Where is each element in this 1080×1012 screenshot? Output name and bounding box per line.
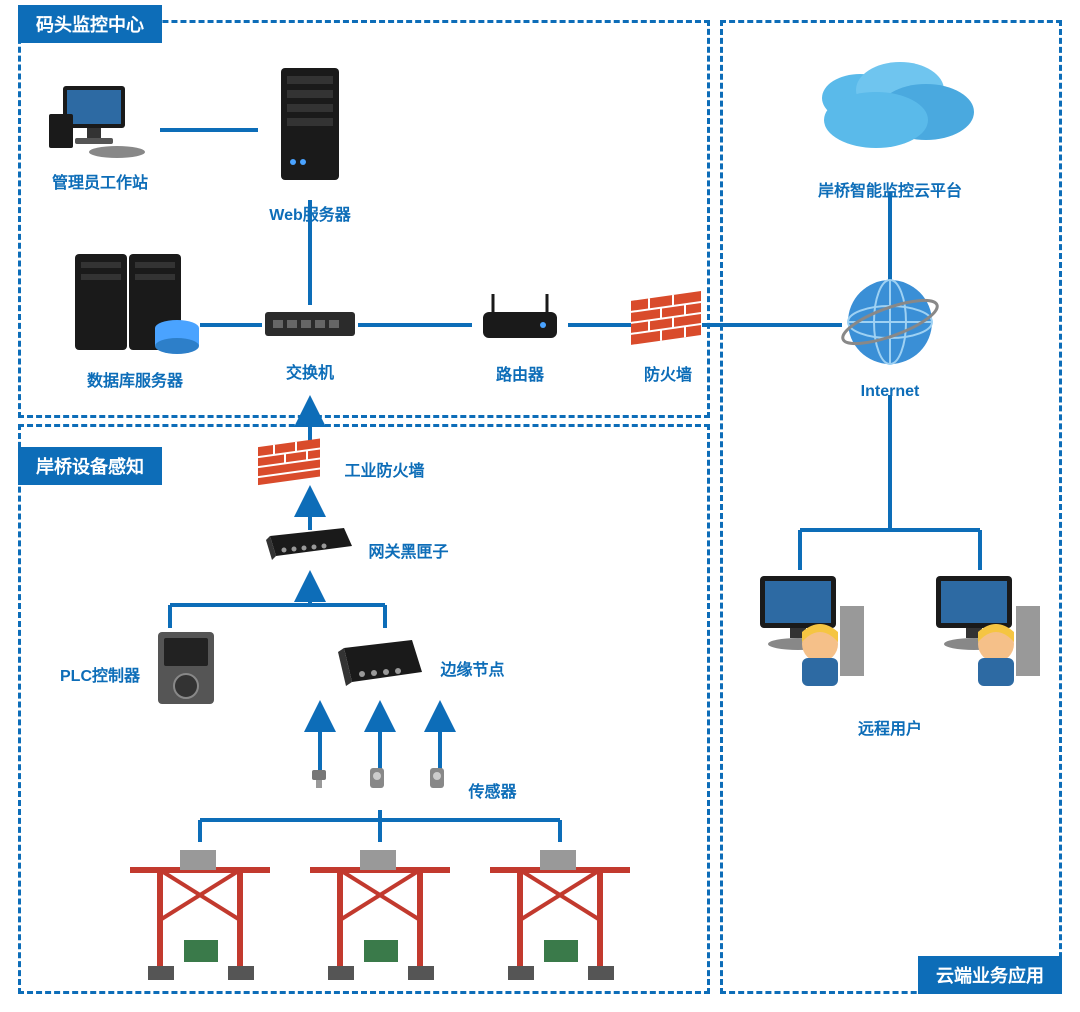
node-firewall: 防火墙 [608, 290, 728, 385]
label-firewall: 防火墙 [608, 361, 728, 385]
node-router: 路由器 [460, 288, 580, 385]
gateway-icon [258, 522, 358, 573]
label-switch: 交换机 [250, 359, 370, 383]
label-router: 路由器 [460, 361, 580, 385]
switch-icon [255, 300, 365, 355]
node-db-server: 数据库服务器 [60, 248, 210, 391]
node-internet: Internet [830, 274, 950, 401]
cranes-row [110, 840, 670, 995]
crane-icon [310, 850, 450, 980]
node-cloud: 岸桥智能监控云平台 [780, 48, 1000, 201]
node-remote-users: 远程用户 [740, 566, 1040, 739]
sensor-icon [298, 766, 458, 809]
node-switch: 交换机 [250, 300, 370, 383]
server-icon [255, 62, 365, 197]
panel-title-monitor: 码头监控中心 [18, 5, 162, 43]
node-sensors: 传感器 [298, 766, 558, 809]
globe-icon [830, 274, 950, 379]
node-gateway: 网关黑匣子 [258, 522, 498, 573]
crane-icon [490, 850, 630, 980]
panel-title-sense: 岸桥设备感知 [18, 447, 162, 485]
label-plc: PLC控制器 [60, 662, 140, 686]
label-admin: 管理员工作站 [40, 169, 160, 193]
users-icon [740, 566, 1040, 711]
label-gateway: 网关黑匣子 [368, 538, 448, 562]
firewall-icon [623, 290, 713, 357]
label-remote: 远程用户 [740, 715, 1040, 739]
crane-icon [130, 850, 270, 980]
router-icon [465, 288, 575, 357]
node-plc: PLC控制器 [60, 626, 260, 717]
label-ind-fw: 工业防火墙 [344, 457, 424, 481]
label-cloud: 岸桥智能监控云平台 [780, 177, 1000, 201]
node-edge: 边缘节点 [330, 630, 550, 701]
workstation-icon [45, 80, 155, 165]
node-web-server: Web服务器 [250, 62, 370, 225]
db-server-icon [65, 248, 205, 363]
node-admin-workstation: 管理员工作站 [40, 80, 160, 193]
label-sensors: 传感器 [468, 778, 516, 802]
node-ind-firewall: 工业防火墙 [252, 438, 472, 495]
edge-icon [330, 630, 430, 701]
firewall-icon [252, 438, 332, 495]
panel-title-cloud: 云端业务应用 [918, 956, 1062, 994]
label-edge: 边缘节点 [440, 656, 504, 680]
cloud-icon [790, 48, 990, 173]
label-web: Web服务器 [250, 201, 370, 225]
plc-icon [150, 626, 222, 717]
label-db: 数据库服务器 [60, 367, 210, 391]
label-internet: Internet [830, 383, 950, 401]
